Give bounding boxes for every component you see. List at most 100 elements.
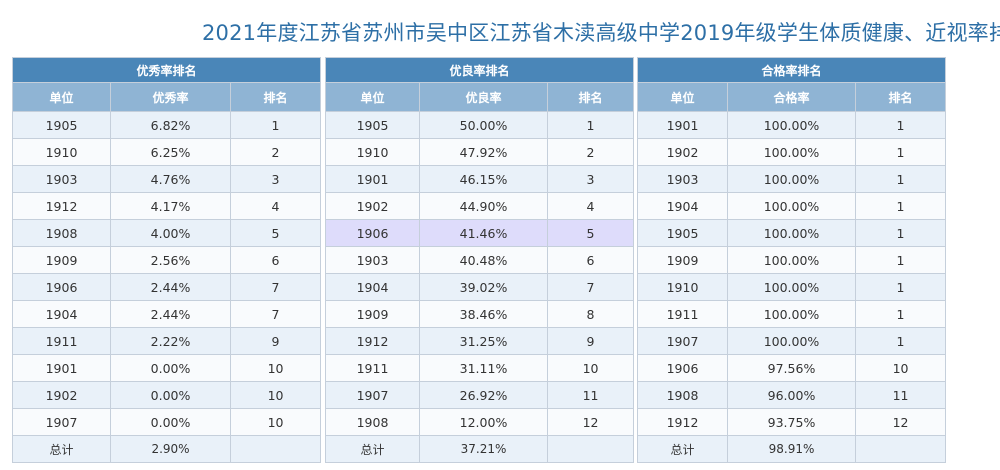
column-header-rank[interactable]: 排名: [854, 82, 947, 112]
cell-rate: 100.00%: [727, 327, 856, 355]
column-header-unit[interactable]: 单位: [325, 82, 420, 112]
cell-rate: 93.75%: [727, 408, 856, 436]
table-row[interactable]: 1904 2.44% 7: [12, 300, 322, 328]
cell-rate: 100.00%: [727, 246, 856, 274]
table-row[interactable]: 1901 46.15% 3: [325, 165, 635, 193]
table-row[interactable]: 1901 0.00% 10: [12, 354, 322, 382]
table-row[interactable]: 1906 41.46% 5: [325, 219, 635, 247]
cell-unit: 1912: [12, 192, 111, 220]
cell-unit: 1905: [325, 111, 420, 139]
table-row[interactable]: 1902 44.90% 4: [325, 192, 635, 220]
cell-rate: 0.00%: [110, 408, 231, 436]
cell-unit: 1911: [12, 327, 111, 355]
cell-rank: 1: [229, 111, 322, 139]
column-header-rate[interactable]: 优秀率: [110, 82, 231, 112]
table-caption: 优秀率排名: [11, 57, 322, 83]
cell-rate: 100.00%: [727, 219, 856, 247]
cell-unit: 1904: [637, 192, 728, 220]
cell-unit: 1907: [325, 381, 420, 409]
total-label: 总计: [325, 435, 420, 463]
cell-rate: 2.56%: [110, 246, 231, 274]
table-row[interactable]: 1902 0.00% 10: [12, 381, 322, 409]
table-row[interactable]: 1906 2.44% 7: [12, 273, 322, 301]
table-row[interactable]: 1905 100.00% 1: [637, 219, 947, 247]
cell-unit: 1912: [637, 408, 728, 436]
cell-rate: 47.92%: [419, 138, 548, 166]
cell-rank: 10: [229, 354, 322, 382]
cell-unit: 1901: [12, 354, 111, 382]
table-row[interactable]: 1909 2.56% 6: [12, 246, 322, 274]
total-label: 总计: [637, 435, 728, 463]
cell-rank: 6: [546, 246, 635, 274]
cell-unit: 1908: [325, 408, 420, 436]
column-header-unit[interactable]: 单位: [637, 82, 728, 112]
cell-rank: 5: [229, 219, 322, 247]
column-header-rank[interactable]: 排名: [229, 82, 322, 112]
table-row[interactable]: 1909 100.00% 1: [637, 246, 947, 274]
cell-rank: 2: [546, 138, 635, 166]
cell-rate: 44.90%: [419, 192, 548, 220]
table-row[interactable]: 1910 100.00% 1: [637, 273, 947, 301]
cell-rate: 97.56%: [727, 354, 856, 382]
column-header-rate[interactable]: 合格率: [727, 82, 856, 112]
table-row[interactable]: 1912 93.75% 12: [637, 408, 947, 436]
cell-rank: 10: [546, 354, 635, 382]
cell-rate: 39.02%: [419, 273, 548, 301]
cell-unit: 1906: [637, 354, 728, 382]
cell-unit: 1909: [12, 246, 111, 274]
table-row[interactable]: 1909 38.46% 8: [325, 300, 635, 328]
table-row[interactable]: 1908 4.00% 5: [12, 219, 322, 247]
table-row[interactable]: 1911 2.22% 9: [12, 327, 322, 355]
table-caption: 优良率排名: [324, 57, 635, 83]
table-row[interactable]: 1907 100.00% 1: [637, 327, 947, 355]
table-body: 1901 100.00% 1 1902 100.00% 1 1903 100.00% 1 1904…: [637, 111, 947, 463]
table-row[interactable]: 1904 39.02% 7: [325, 273, 635, 301]
cell-rate: 2.22%: [110, 327, 231, 355]
cell-unit: 1909: [637, 246, 728, 274]
cell-unit: 1902: [12, 381, 111, 409]
good-rate-table: 优良率排名 单位 优良率 排名 1905 50.00% 1 1910 47.92% 2 19…: [324, 57, 635, 463]
cell-rate: 41.46%: [419, 219, 548, 247]
table-row[interactable]: 1908 12.00% 12: [325, 408, 635, 436]
table-row[interactable]: 1912 31.25% 9: [325, 327, 635, 355]
cell-rate: 100.00%: [727, 300, 856, 328]
cell-rate: 100.00%: [727, 192, 856, 220]
table-row[interactable]: 1912 4.17% 4: [12, 192, 322, 220]
column-header-rate[interactable]: 优良率: [419, 82, 548, 112]
table-row[interactable]: 1911 100.00% 1: [637, 300, 947, 328]
table-row[interactable]: 1904 100.00% 1: [637, 192, 947, 220]
table-body: 1905 6.82% 1 1910 6.25% 2 1903 4.76% 3 1912 4.17% 4…: [12, 111, 322, 463]
table-row[interactable]: 1907 26.92% 11: [325, 381, 635, 409]
cell-rank: 1: [854, 138, 947, 166]
table-row[interactable]: 1903 40.48% 6: [325, 246, 635, 274]
table-row[interactable]: 1911 31.11% 10: [325, 354, 635, 382]
cell-rank: 1: [854, 327, 947, 355]
cell-rank: 9: [229, 327, 322, 355]
cell-rank: 9: [546, 327, 635, 355]
table-row[interactable]: 1907 0.00% 10: [12, 408, 322, 436]
table-row[interactable]: 1908 96.00% 11: [637, 381, 947, 409]
cell-unit: 1903: [637, 165, 728, 193]
total-rank: [229, 435, 322, 463]
table-row[interactable]: 1906 97.56% 10: [637, 354, 947, 382]
table-body: 1905 50.00% 1 1910 47.92% 2 1901 46.15% 3 1902 44.…: [325, 111, 635, 463]
cell-rate: 31.25%: [419, 327, 548, 355]
table-row[interactable]: 1901 100.00% 1: [637, 111, 947, 139]
cell-unit: 1903: [325, 246, 420, 274]
table-row[interactable]: 1905 50.00% 1: [325, 111, 635, 139]
table-row[interactable]: 1910 47.92% 2: [325, 138, 635, 166]
table-row[interactable]: 1905 6.82% 1: [12, 111, 322, 139]
table-row[interactable]: 1902 100.00% 1: [637, 138, 947, 166]
cell-unit: 1909: [325, 300, 420, 328]
cell-rank: 11: [546, 381, 635, 409]
column-header-unit[interactable]: 单位: [12, 82, 111, 112]
cell-unit: 1906: [12, 273, 111, 301]
table-row[interactable]: 1903 4.76% 3: [12, 165, 322, 193]
cell-unit: 1901: [637, 111, 728, 139]
column-header-rank[interactable]: 排名: [546, 82, 635, 112]
cell-rank: 10: [229, 408, 322, 436]
cell-rank: 7: [229, 300, 322, 328]
cell-rate: 4.00%: [110, 219, 231, 247]
table-row[interactable]: 1910 6.25% 2: [12, 138, 322, 166]
table-row[interactable]: 1903 100.00% 1: [637, 165, 947, 193]
